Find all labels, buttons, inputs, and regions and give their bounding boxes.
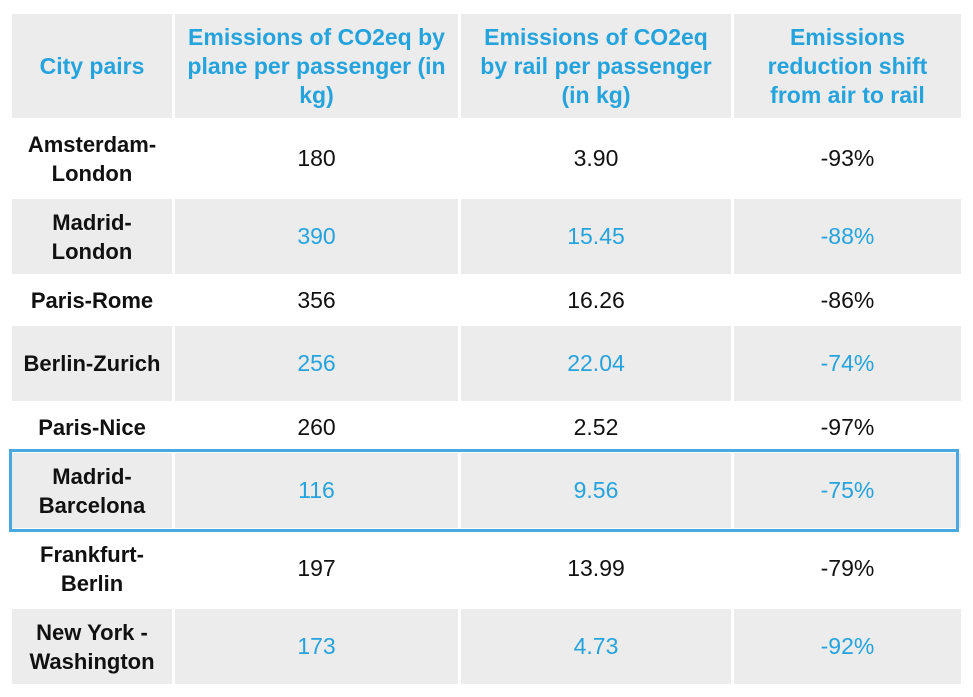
plane-emissions-cell: 256 xyxy=(175,326,458,401)
rail-emissions-cell: 22.04 xyxy=(461,326,731,401)
column-header-reduction: Emissions reduction shift from air to ra… xyxy=(734,14,961,118)
plane-emissions-cell: 390 xyxy=(175,199,458,274)
rail-emissions-cell: 13.99 xyxy=(461,531,731,606)
column-header-plane-emissions: Emissions of CO2eq by plane per passenge… xyxy=(175,14,458,118)
reduction-cell: -88% xyxy=(734,199,961,274)
table-row: Madrid-London 390 15.45 -88% xyxy=(12,199,961,274)
city-pair-cell: Paris-Rome xyxy=(12,277,172,323)
rail-emissions-cell: 2.52 xyxy=(461,404,731,450)
reduction-cell: -97% xyxy=(734,404,961,450)
header-row: City pairs Emissions of CO2eq by plane p… xyxy=(12,14,961,118)
plane-emissions-cell: 356 xyxy=(175,277,458,323)
city-pair-cell: Frankfurt-Berlin xyxy=(12,531,172,606)
reduction-cell: -74% xyxy=(734,326,961,401)
table-row: Paris-Rome 356 16.26 -86% xyxy=(12,277,961,323)
plane-emissions-cell: 180 xyxy=(175,121,458,196)
table-row: Berlin-Zurich 256 22.04 -74% xyxy=(12,326,961,401)
rail-emissions-cell: 16.26 xyxy=(461,277,731,323)
reduction-cell: -93% xyxy=(734,121,961,196)
reduction-cell: -92% xyxy=(734,609,961,684)
city-pair-cell: Paris-Nice xyxy=(12,404,172,450)
emissions-table: City pairs Emissions of CO2eq by plane p… xyxy=(9,11,964,687)
city-pair-cell: Madrid-London xyxy=(12,199,172,274)
city-pair-cell: Amsterdam-London xyxy=(12,121,172,196)
rail-emissions-cell: 15.45 xyxy=(461,199,731,274)
table-row-highlighted: Madrid-Barcelona 116 9.56 -75% xyxy=(12,453,961,528)
table-row: Frankfurt-Berlin 197 13.99 -79% xyxy=(12,531,961,606)
reduction-cell: -79% xyxy=(734,531,961,606)
plane-emissions-cell: 173 xyxy=(175,609,458,684)
reduction-cell: -86% xyxy=(734,277,961,323)
rail-emissions-cell: 9.56 xyxy=(461,453,731,528)
column-header-rail-emissions: Emissions of CO2eq by rail per passenger… xyxy=(461,14,731,118)
plane-emissions-cell: 197 xyxy=(175,531,458,606)
plane-emissions-cell: 260 xyxy=(175,404,458,450)
city-pair-cell: New York -Washington xyxy=(12,609,172,684)
city-pair-cell: Madrid-Barcelona xyxy=(12,453,172,528)
column-header-city-pairs: City pairs xyxy=(12,14,172,118)
table-row: Paris-Nice 260 2.52 -97% xyxy=(12,404,961,450)
table-row: New York -Washington 173 4.73 -92% xyxy=(12,609,961,684)
reduction-cell: -75% xyxy=(734,453,961,528)
table-row: Amsterdam-London 180 3.90 -93% xyxy=(12,121,961,196)
plane-emissions-cell: 116 xyxy=(175,453,458,528)
rail-emissions-cell: 3.90 xyxy=(461,121,731,196)
rail-emissions-cell: 4.73 xyxy=(461,609,731,684)
city-pair-cell: Berlin-Zurich xyxy=(12,326,172,401)
